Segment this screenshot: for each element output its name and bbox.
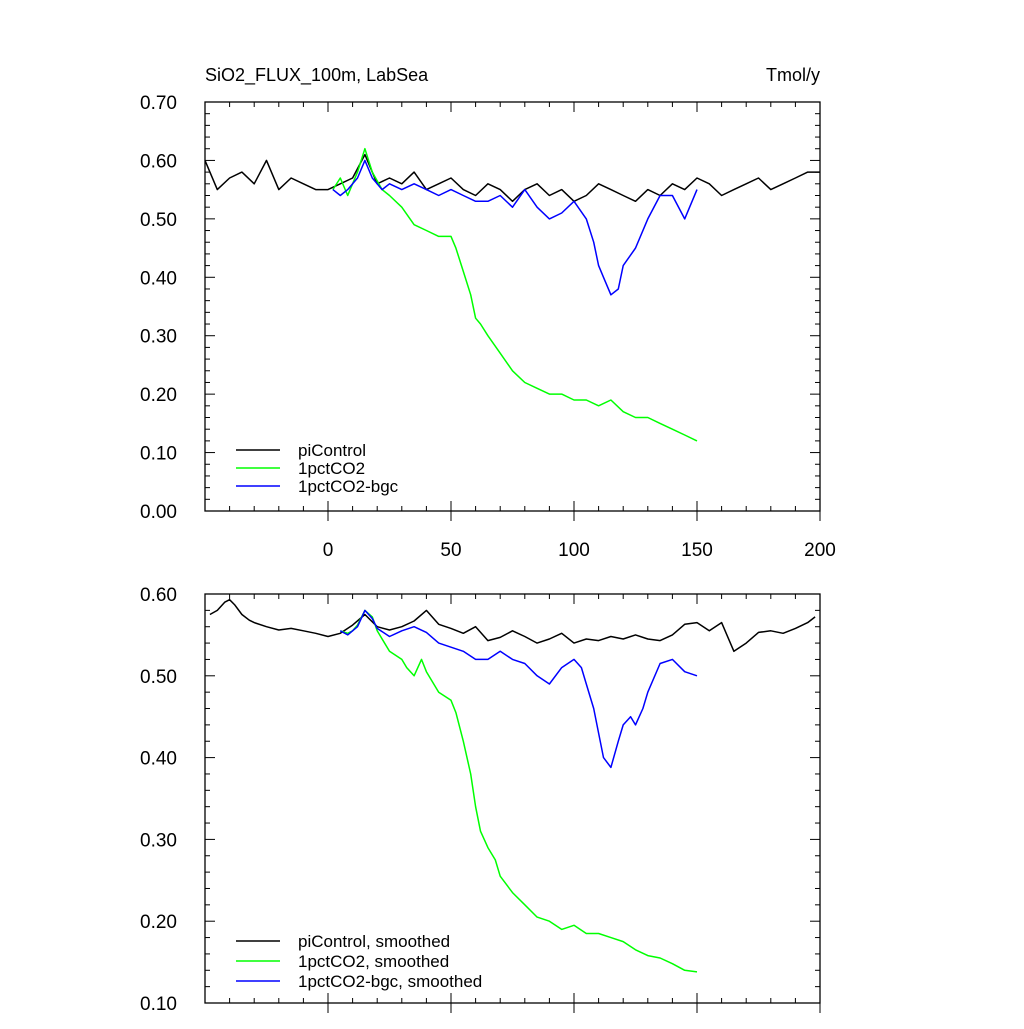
chart-title: SiO2_FLUX_100m, LabSea	[205, 65, 429, 86]
y-tick-label: 0.50	[140, 210, 177, 231]
top-plot-frame	[204, 101, 821, 512]
top-panel: SiO2_FLUX_100m, LabSea Tmol/y 0 50 100 150 2…	[140, 65, 836, 561]
bottom-plot-frame	[204, 593, 821, 1004]
y-tick-label: 0.40	[140, 268, 177, 289]
bottom-panel: 0.10 0.20 0.30 0.40 0.50 0.60 piControl, smoo…	[140, 585, 821, 1015]
series-line-3	[332, 159, 698, 296]
y-tick-label: 0.50	[140, 667, 177, 688]
legend-label: 1pctCO2-bgc, smoothed	[298, 972, 482, 991]
y-tick-label: 0.10	[140, 994, 177, 1015]
series-line-2	[340, 609, 698, 973]
y-tick-label: 0.00	[140, 502, 177, 523]
chart-units: Tmol/y	[766, 65, 820, 85]
y-tick-label: 0.40	[140, 749, 177, 770]
top-axis-ticks: 0 50 100 150 200 0.00 0.10 0.20 0.30 0.40 0.50 0.60…	[140, 93, 836, 561]
legend-label: 1pctCO2	[298, 459, 365, 478]
y-tick-label: 0.30	[140, 830, 177, 851]
top-series-group	[204, 147, 820, 442]
x-tick-label: 200	[804, 540, 836, 561]
legend-label: piControl, smoothed	[298, 932, 450, 951]
y-tick-label: 0.20	[140, 912, 177, 933]
bottom-axis-ticks: 0.10 0.20 0.30 0.40 0.50 0.60	[140, 585, 821, 1015]
series-line-1	[209, 598, 816, 653]
series-line-3	[339, 609, 698, 769]
y-tick-label: 0.20	[140, 385, 177, 406]
legend-label: piControl	[298, 441, 366, 460]
legend-label: 1pctCO2-bgc	[298, 477, 399, 496]
y-tick-label: 0.60	[140, 585, 177, 606]
series-line-1	[204, 153, 820, 203]
x-tick-label: 50	[440, 540, 461, 561]
legend-label: 1pctCO2, smoothed	[298, 952, 449, 971]
y-tick-label: 0.30	[140, 327, 177, 348]
x-tick-label: 0	[323, 540, 334, 561]
x-tick-label: 150	[681, 540, 713, 561]
y-tick-label: 0.60	[140, 151, 177, 172]
y-tick-label: 0.10	[140, 444, 177, 465]
x-tick-label: 100	[558, 540, 590, 561]
series-line-2	[332, 147, 698, 442]
y-tick-label: 0.70	[140, 93, 177, 114]
bottom-series-group	[209, 598, 816, 973]
